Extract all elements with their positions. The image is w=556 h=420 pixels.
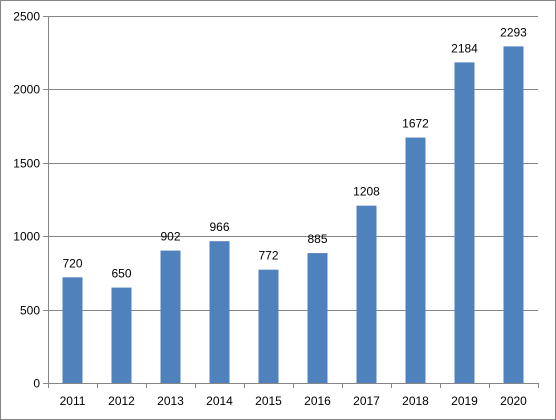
x-tick-label-2018: 2018	[402, 394, 429, 408]
bar-2018	[405, 137, 426, 383]
y-axis-tick-labels: 0 500 1000 1500 2000 2500	[13, 10, 40, 391]
axes	[43, 16, 539, 388]
data-label-2012: 650	[111, 267, 131, 281]
data-label-2013: 902	[160, 230, 180, 244]
x-tick-label-2016: 2016	[304, 394, 331, 408]
bar-2011	[62, 277, 83, 383]
bar-2017	[356, 205, 377, 383]
x-tick-label-2014: 2014	[206, 394, 233, 408]
data-label-2011: 720	[62, 256, 82, 270]
bar-2013	[160, 250, 181, 383]
x-tick-label-2020: 2020	[500, 394, 527, 408]
y-tick-label: 500	[20, 304, 40, 318]
bars	[62, 46, 524, 384]
bar-2014	[209, 241, 230, 383]
data-label-2018: 1672	[402, 117, 429, 131]
data-label-2016: 885	[307, 232, 327, 246]
x-tick-label-2015: 2015	[255, 394, 282, 408]
data-label-2020: 2293	[500, 25, 527, 39]
x-tick-label-2011: 2011	[60, 394, 86, 408]
y-tick-label: 2500	[13, 10, 40, 24]
x-tick-label-2017: 2017	[353, 394, 380, 408]
data-label-2017: 1208	[353, 185, 380, 199]
bar-2015	[258, 269, 279, 383]
data-label-2019: 2184	[451, 41, 478, 55]
data-label-2014: 966	[209, 220, 229, 234]
data-label-2015: 772	[258, 249, 278, 263]
y-tick-label: 2000	[13, 83, 40, 97]
bar-2012	[111, 287, 132, 383]
x-tick-label-2013: 2013	[157, 394, 184, 408]
x-tick-label-2012: 2012	[108, 394, 135, 408]
y-tick-label: 1500	[13, 157, 40, 171]
bar-2020	[503, 46, 524, 383]
bar-2016	[307, 253, 328, 383]
y-tick-label: 1000	[13, 230, 40, 244]
y-tick-label: 0	[33, 377, 40, 391]
bar-2019	[454, 62, 475, 384]
x-tick-label-2019: 2019	[451, 394, 478, 408]
data-labels: 720 650 902 966 772 885 1208 1672 2184 2293	[62, 25, 527, 280]
x-axis-tick-labels: 2011 2012 2013 2014 2015 2016 2017 2018 2019 2020	[60, 394, 528, 408]
